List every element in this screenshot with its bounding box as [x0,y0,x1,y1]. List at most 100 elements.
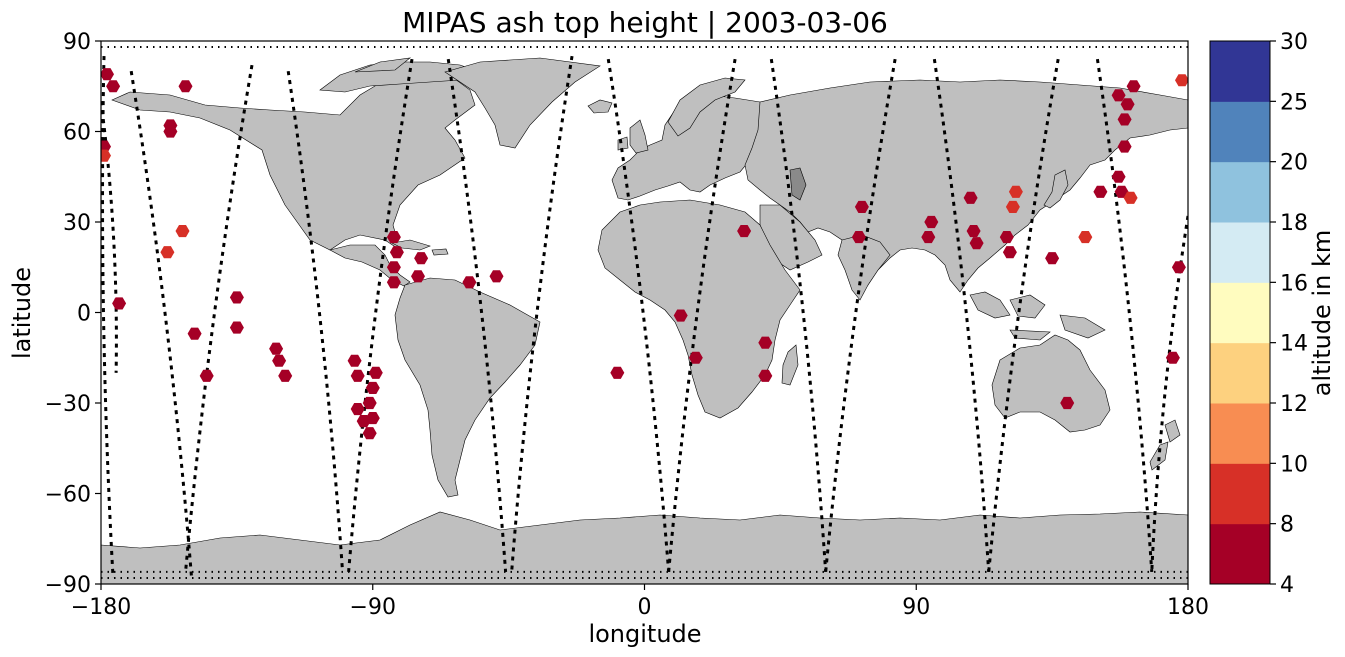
landmass-indian-subcontinent [837,234,891,301]
landmass-greenland [444,57,601,149]
ash-detection-point [101,140,111,153]
landmass-arctic-islands [354,57,412,73]
landmass-great-britain [629,119,649,154]
y-axis: 90 60 30 0 −30 −60 −90 [45,30,101,598]
colorbar-tick-label: 14 [1280,332,1308,357]
ash-detection-point [688,351,703,364]
ash-detection-point [365,412,380,425]
ash-detection-point [368,366,383,379]
colorbar-tick-label: 25 [1280,90,1308,115]
landmass-scandinavia [667,77,746,137]
x-tick-label: 90 [902,595,930,620]
ash-detections [101,68,1188,440]
x-axis-label: longitude [588,620,701,648]
ash-detection-point [1117,140,1132,153]
ash-detection-point [1002,246,1017,259]
ash-detection-point [272,354,287,367]
colorbar-label: altitude in km [1308,230,1336,397]
chart-title: MIPAS ash top height | 2003-03-06 [402,6,888,39]
satellite-track [101,56,115,579]
ash-detection-point [199,369,214,382]
y-tick-label: 30 [63,211,91,236]
ash-detection-point [187,327,202,340]
ash-detection-point [1126,80,1141,93]
ash-detection-point [999,231,1014,244]
ash-detection-point [362,396,377,410]
colorbar-segment [1210,342,1270,404]
ash-detection-point [1123,191,1138,204]
ash-detection-point [350,369,365,382]
ash-detection-point [278,369,293,382]
y-tick-label: −60 [45,483,91,508]
landmass-north-america [111,67,476,251]
colorbar-segment [1210,463,1270,525]
landmass-central-america [329,244,411,287]
ash-detection-point [386,231,401,244]
x-tick-label: 180 [1167,595,1209,620]
colorbar-tick-label: 18 [1280,211,1308,236]
ash-detection-point [347,354,362,367]
satellite-track [101,101,118,373]
y-tick-label: −30 [45,392,91,417]
plot-area [101,41,1188,584]
ash-detection-point [365,381,380,394]
ash-detection-point [1111,170,1126,183]
ash-detection-point [389,246,404,259]
ash-detection-point [101,149,111,162]
landmass-japan [1043,169,1069,209]
ash-detection-point [101,68,114,81]
ash-detection-point [1045,252,1060,265]
x-axis: −180 −90 0 90 180 [71,584,1209,620]
ash-detection-point [163,125,178,138]
ash-detection-point [160,246,175,259]
y-tick-label: −90 [45,573,91,598]
ash-detection-point [673,309,688,322]
colorbar-segment [1210,222,1270,283]
lake-caspian [789,167,807,201]
ash-detection-point [386,276,401,289]
colorbar-segment [1210,41,1270,102]
y-tick-label: 60 [63,121,91,146]
satellite-track [129,70,194,579]
colorbar-tick-label: 4 [1280,573,1294,598]
ash-detection-point [1165,351,1180,364]
ash-detection-point [178,80,193,93]
ash-detection-point [1171,261,1186,274]
ash-detection-point [411,270,425,283]
ash-detection-point [175,225,190,238]
ash-detection-point [106,80,121,93]
ash-detection-point [1008,185,1023,198]
ash-detection-point [1078,231,1093,244]
colorbar-segment [1210,161,1270,223]
x-tick-label: 0 [638,595,652,620]
ash-detection-point [489,270,504,283]
landmass-antarctica [101,511,1188,584]
ash-detection-point [921,231,936,244]
landmass-south-america [394,277,541,498]
colorbar-segment [1210,523,1270,585]
colorbar-tick-label: 16 [1280,271,1308,296]
ash-detection-point [386,261,401,274]
ash-detection-point [1111,89,1126,102]
ash-detection-point [851,231,866,244]
ash-detection-point [1120,98,1135,111]
ash-detection-point [1093,185,1108,198]
ash-detection-point [969,237,984,250]
colorbar: 4 8 10 12 14 16 18 20 25 30 [1209,30,1308,598]
ash-detection-point [758,369,773,382]
ash-detection-point [1060,396,1075,410]
ash-detection-point [269,342,284,355]
ash-detection-point [462,276,477,289]
colorbar-segment [1210,101,1270,163]
satellite-track [184,64,254,573]
x-tick-label: −180 [71,595,131,620]
landmass-new-zealand [1149,419,1181,471]
colorbar-tick-label: 8 [1280,513,1294,538]
ash-detection-point [854,200,869,213]
ash-detection-point [112,297,127,310]
y-tick-label: 90 [63,30,91,55]
ash-detection-point [350,403,365,416]
ash-detection-point [1175,74,1188,87]
colorbar-tick-label: 20 [1280,151,1308,176]
